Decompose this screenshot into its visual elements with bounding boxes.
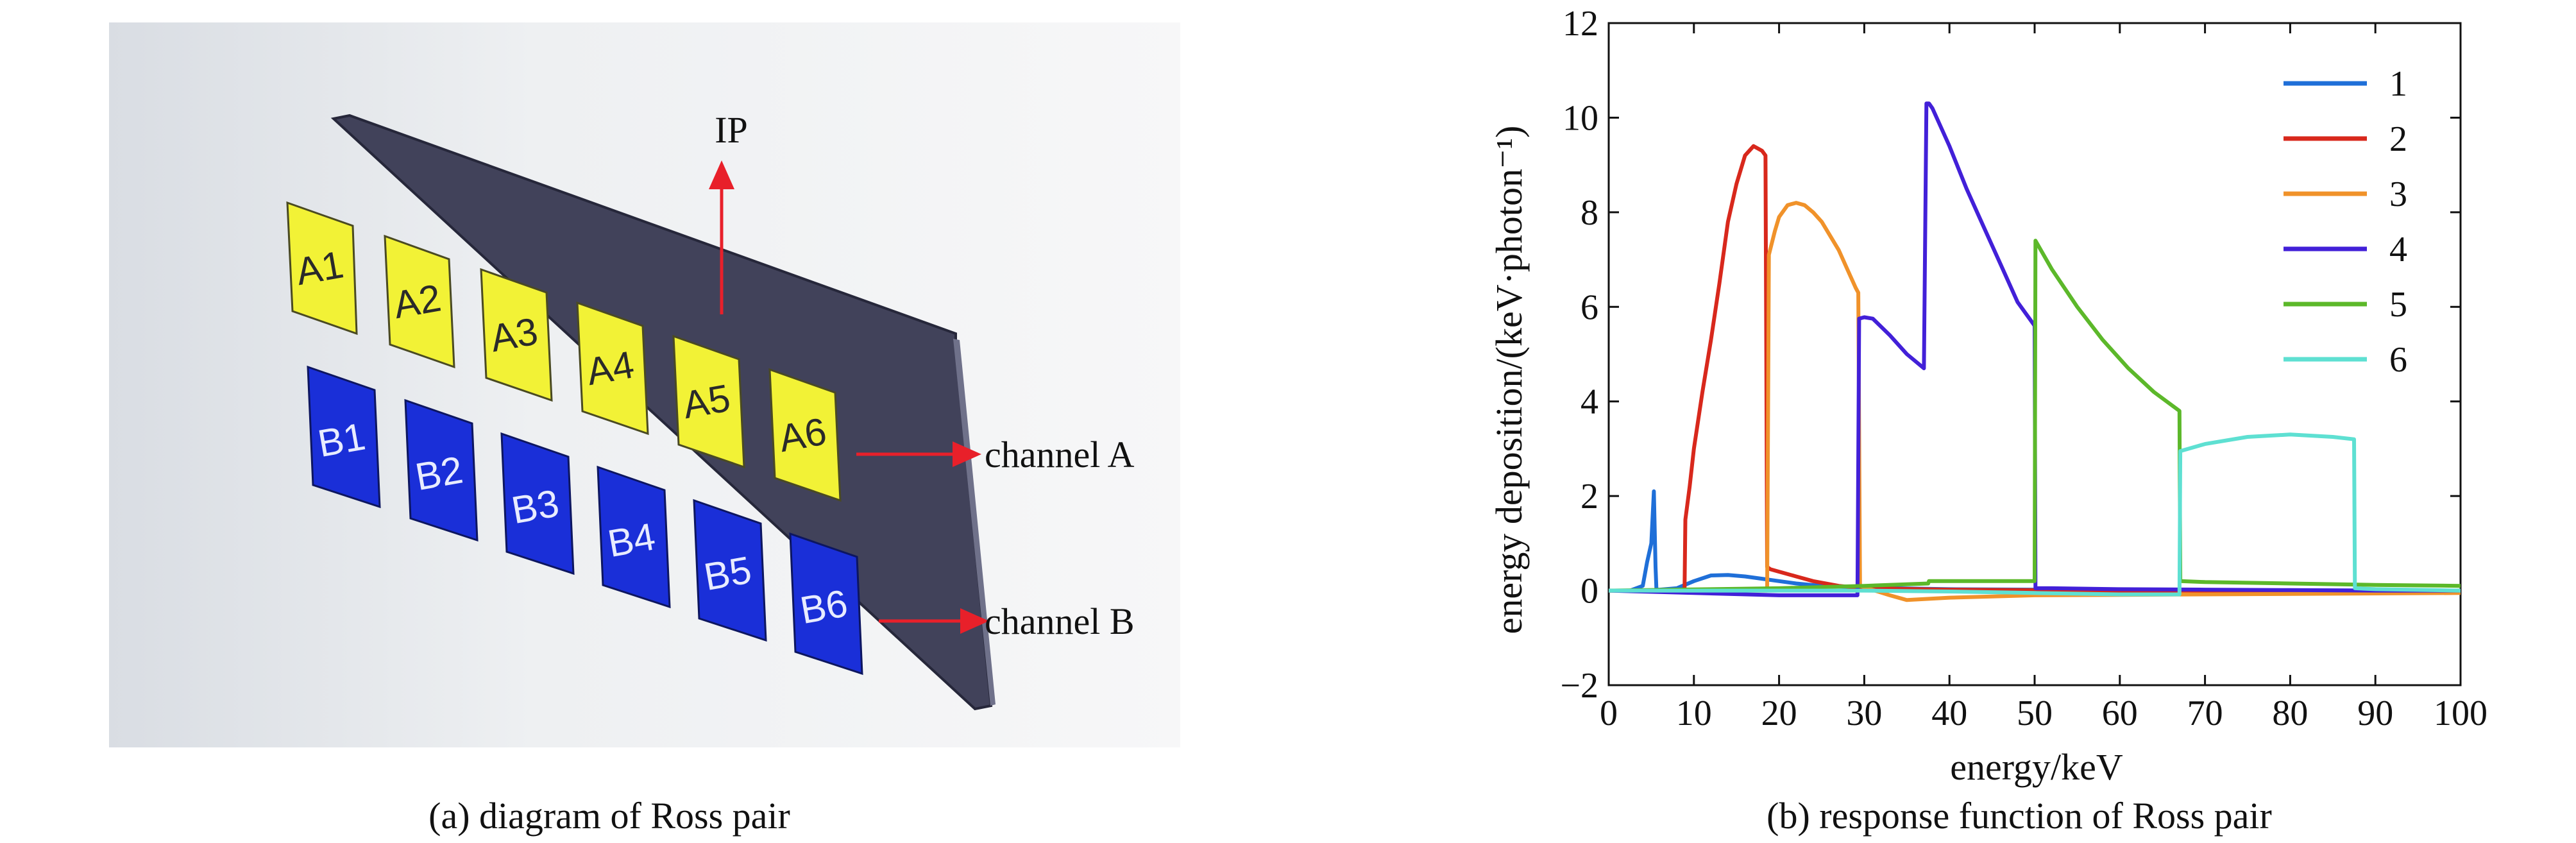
legend: 1 2 3 4 5 6 (2284, 64, 2407, 380)
channel-a-filters: A1 A2 A3 A4 A5 A6 (286, 201, 842, 502)
filter-b1-label: B1 (314, 414, 368, 465)
diagram-caption: (a) diagram of Ross pair (428, 795, 790, 837)
legend-label-5: 5 (2389, 285, 2407, 325)
filter-b5-label: B5 (700, 548, 754, 599)
x-tick-label: 100 (2434, 694, 2487, 733)
filter-a5-label: A5 (679, 376, 733, 427)
x-tick-label: 30 (1846, 694, 1882, 733)
ip-label: IP (715, 109, 748, 151)
series-layer (1608, 101, 2461, 602)
filter-b2: B2 (404, 398, 479, 542)
filter-a1: A1 (286, 201, 358, 336)
series-line-6 (1609, 432, 2461, 597)
channel-b-filters: B1 B2 B3 B4 B5 B6 (307, 365, 863, 676)
filter-b2-label: B2 (412, 448, 466, 498)
filter-b5: B5 (693, 498, 767, 642)
filter-a6: A6 (768, 368, 842, 502)
x-axis-label: energy/keV (1950, 746, 2123, 788)
series-line-5 (1608, 239, 2461, 593)
filter-a5: A5 (672, 334, 745, 469)
filter-b3: B3 (500, 432, 575, 575)
filter-a3: A3 (480, 268, 553, 402)
y-tick-label: 8 (1580, 193, 1598, 233)
y-tick-label: 10 (1563, 98, 1598, 138)
channel-b-label: channel B (985, 600, 1135, 642)
x-tick-label: 70 (2187, 694, 2223, 733)
filter-b4: B4 (597, 465, 671, 609)
filter-b3-label: B3 (508, 481, 562, 532)
filter-b1: B1 (307, 365, 381, 509)
x-tick-label: 90 (2357, 694, 2393, 733)
filter-a2: A2 (384, 234, 455, 369)
series-line-4 (1608, 101, 2461, 597)
y-axis-label: energy deposition/(keV·photon⁻¹) (1488, 126, 1530, 634)
series-line-3 (1609, 201, 2461, 602)
diagram-svg: IP channel A channel B A1 A2 A3 A4 (109, 22, 1180, 747)
legend-label-6: 6 (2389, 340, 2407, 380)
filter-a4: A4 (576, 301, 649, 436)
x-tick-label: 80 (2272, 694, 2308, 733)
x-tick-label: 10 (1676, 694, 1712, 733)
y-tick-label: 0 (1580, 572, 1598, 611)
filter-a6-label: A6 (775, 409, 829, 460)
channel-a-label: channel A (985, 434, 1135, 475)
x-axis: 0 10 20 30 40 50 60 70 80 90 100 (1600, 23, 2487, 733)
filter-a2-label: A2 (390, 276, 444, 327)
chart-caption: (b) response function of Ross pair (1767, 795, 2272, 837)
x-tick-label: 20 (1761, 694, 1797, 733)
x-tick-label: 50 (2017, 694, 2053, 733)
y-tick-label: 4 (1580, 382, 1598, 422)
y-tick-label: 6 (1580, 287, 1598, 327)
y-tick-label: 2 (1580, 477, 1598, 516)
filter-a4-label: A4 (583, 343, 637, 393)
x-tick-label: 40 (1931, 694, 1967, 733)
x-tick-label: 0 (1600, 694, 1618, 733)
legend-label-3: 3 (2389, 175, 2407, 214)
legend-label-2: 2 (2389, 119, 2407, 159)
x-tick-label: 60 (2102, 694, 2138, 733)
y-tick-label: 12 (1563, 4, 1598, 44)
series-line-1 (1629, 489, 2461, 593)
ross-pair-diagram: IP channel A channel B A1 A2 A3 A4 (0, 0, 1219, 843)
legend-label-1: 1 (2389, 64, 2407, 104)
legend-label-4: 4 (2389, 230, 2407, 269)
filter-a3-label: A3 (487, 309, 541, 360)
y-tick-label: −2 (1560, 666, 1598, 706)
filter-b4-label: B4 (604, 515, 658, 565)
filter-b6: B6 (789, 532, 863, 676)
filter-b6-label: B6 (797, 581, 851, 632)
filter-a1-label: A1 (292, 243, 346, 293)
